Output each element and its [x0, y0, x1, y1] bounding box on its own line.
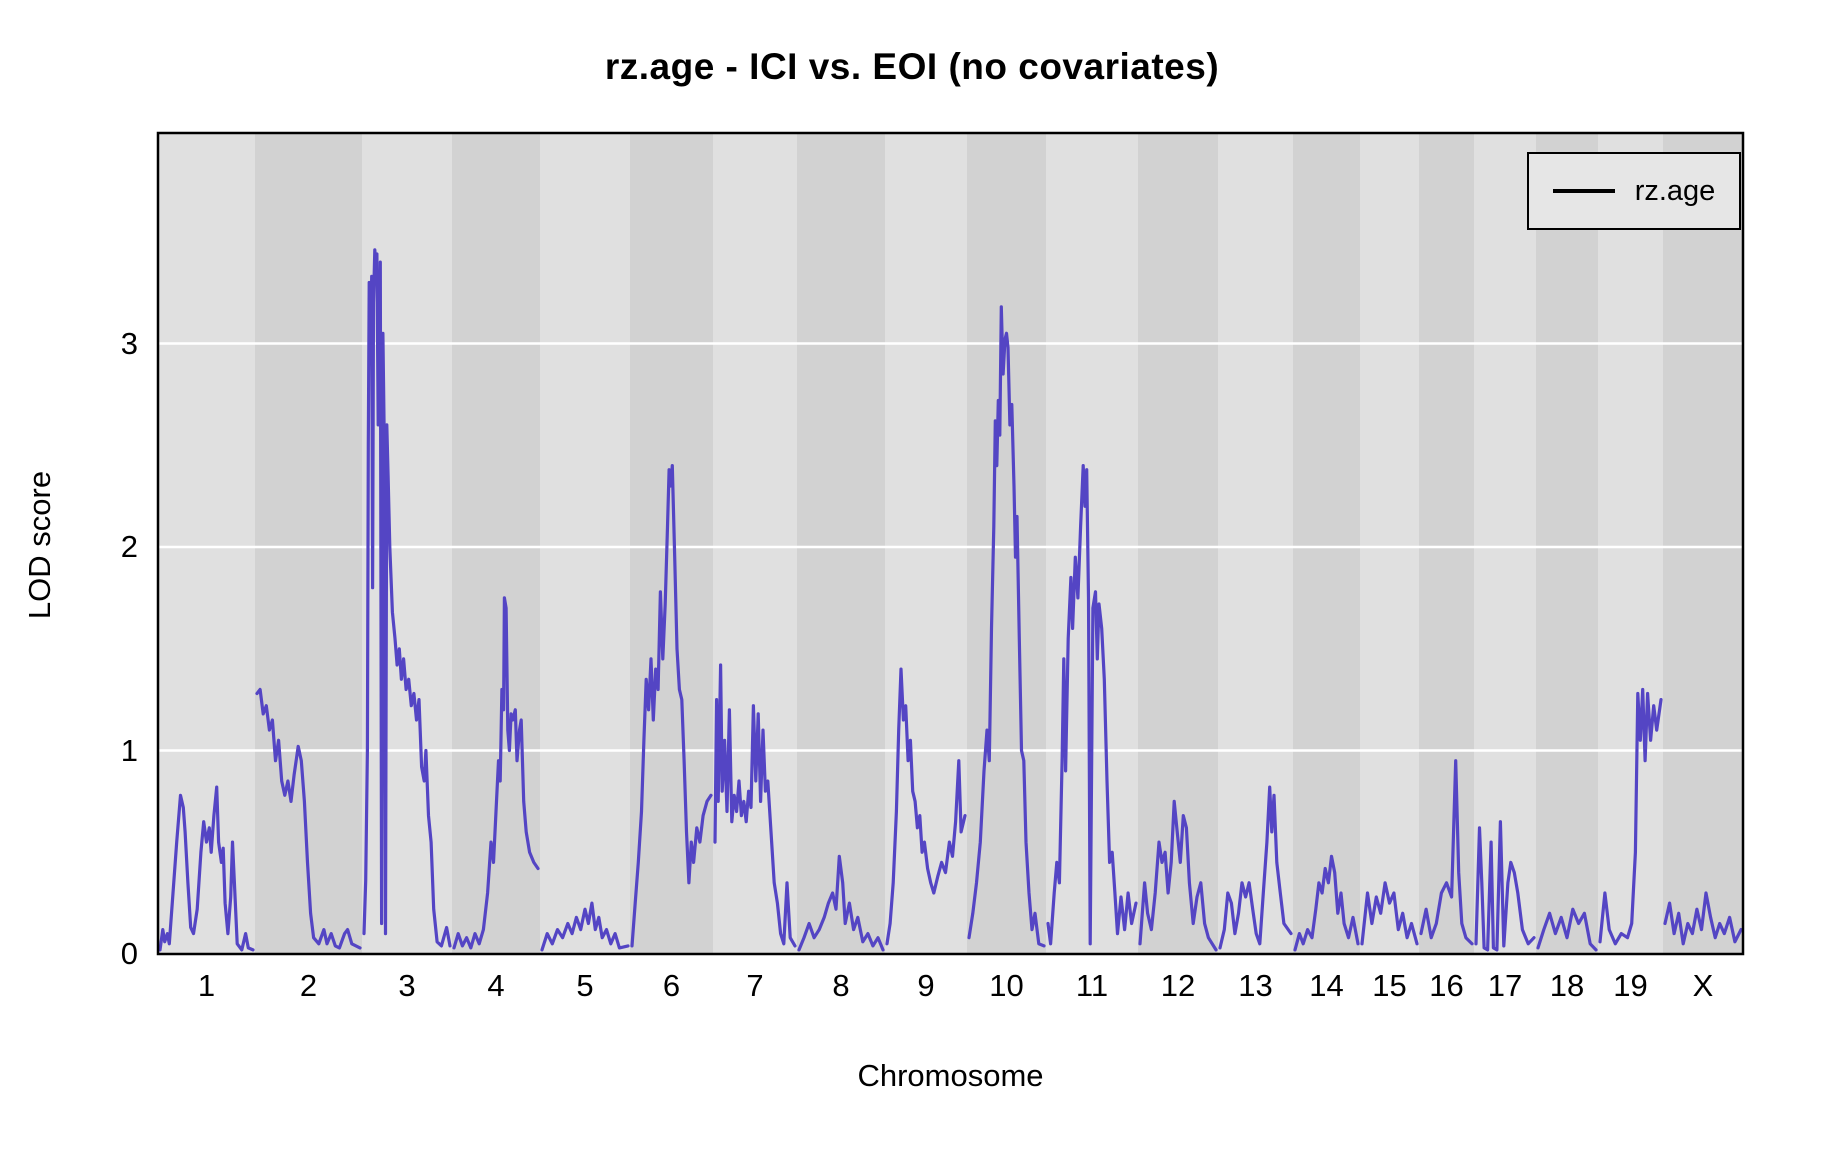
- x-tick-label-chr5: 5: [576, 968, 594, 1003]
- x-tick-label-chr4: 4: [487, 968, 505, 1003]
- legend-box: rz.age: [1527, 152, 1741, 230]
- lod-curve-chrX: [1663, 891, 1743, 946]
- x-tick-label-chr11: 11: [1075, 968, 1109, 1003]
- x-tick-label-chr10: 10: [989, 968, 1024, 1003]
- chrom-band-15: [1360, 133, 1419, 954]
- x-tick-label-chr6: 6: [662, 968, 681, 1003]
- y-tick-label-1: 1: [120, 732, 138, 768]
- x-tick-label-chr19: 19: [1613, 968, 1648, 1003]
- x-tick-label-chr8: 8: [832, 968, 850, 1003]
- lod-curve-chr4: [452, 596, 540, 950]
- chrom-band-14: [1293, 133, 1360, 954]
- lod-curve-chr10: [967, 305, 1046, 948]
- x-tick-label-chr7: 7: [746, 968, 764, 1003]
- x-tick-label-chr1: 1: [197, 968, 216, 1003]
- lod-curve-chr19: [1598, 687, 1663, 946]
- lod-curve-chr8: [797, 854, 885, 952]
- lod-curve-chr18: [1536, 907, 1598, 952]
- y-tick-label-0: 0: [120, 936, 138, 971]
- lod-curve-chr2: [255, 687, 362, 950]
- chrom-band-X: [1663, 133, 1743, 954]
- lod-curve-chr3: [362, 248, 452, 948]
- x-tick-label-chr2: 2: [299, 968, 318, 1003]
- x-tick-label-chr12: 12: [1160, 968, 1196, 1003]
- chrom-band-7: [713, 133, 797, 954]
- x-tick-label-chr17: 17: [1487, 968, 1523, 1003]
- lod-curve-chr12: [1138, 799, 1218, 952]
- x-tick-label-chr3: 3: [398, 968, 416, 1003]
- x-tick-label-chr13: 13: [1238, 968, 1273, 1003]
- y-axis-label: LOD score: [22, 470, 57, 620]
- chrom-band-8: [797, 133, 885, 954]
- chrom-band-13: [1218, 133, 1293, 954]
- lod-curve-chr6: [630, 464, 713, 948]
- plot-border: [156, 131, 1745, 956]
- lod-curve-chr16: [1419, 759, 1474, 946]
- lod-curve-chr13: [1218, 785, 1293, 950]
- chrom-band-19: [1598, 133, 1663, 954]
- x-tick-label-chr18: 18: [1549, 968, 1585, 1003]
- lod-curve-chr9: [885, 667, 967, 946]
- x-axis-label: Chromosome: [857, 1058, 1044, 1093]
- chrom-band-5: [540, 133, 630, 954]
- y-tick-label-3: 3: [120, 325, 138, 361]
- chrom-band-18: [1536, 133, 1598, 954]
- chrom-band-1: [158, 133, 255, 954]
- chrom-band-2: [255, 133, 362, 954]
- lod-curve-chr11: [1046, 464, 1138, 946]
- legend-line-sample: [1552, 189, 1615, 193]
- chrom-band-12: [1138, 133, 1218, 954]
- lod-curve-chr15: [1360, 881, 1419, 946]
- chrom-band-6: [630, 133, 713, 954]
- x-tick-label-chr9: 9: [917, 968, 935, 1003]
- lod-curve-chr14: [1293, 854, 1360, 952]
- lod-curve-chr17: [1474, 820, 1536, 952]
- x-tick-label-chr14: 14: [1309, 968, 1344, 1003]
- y-tick-label-2: 2: [120, 529, 138, 564]
- lod-curve-chr5: [540, 901, 630, 952]
- legend-series-label: rz.age: [1634, 174, 1716, 207]
- chrom-band-16: [1419, 133, 1474, 954]
- chrom-band-10: [967, 133, 1046, 954]
- lod-curve-chr1: [158, 785, 255, 952]
- x-tick-label-chr15: 15: [1372, 968, 1407, 1003]
- x-tick-label-chrX: X: [1692, 968, 1714, 1003]
- plot-title: rz.age - ICI vs. EOI (no covariates): [604, 46, 1220, 87]
- chrom-band-17: [1474, 133, 1536, 954]
- lod-curve-chr7: [713, 663, 797, 948]
- x-tick-label-chr16: 16: [1429, 968, 1464, 1003]
- chrom-band-9: [885, 133, 967, 954]
